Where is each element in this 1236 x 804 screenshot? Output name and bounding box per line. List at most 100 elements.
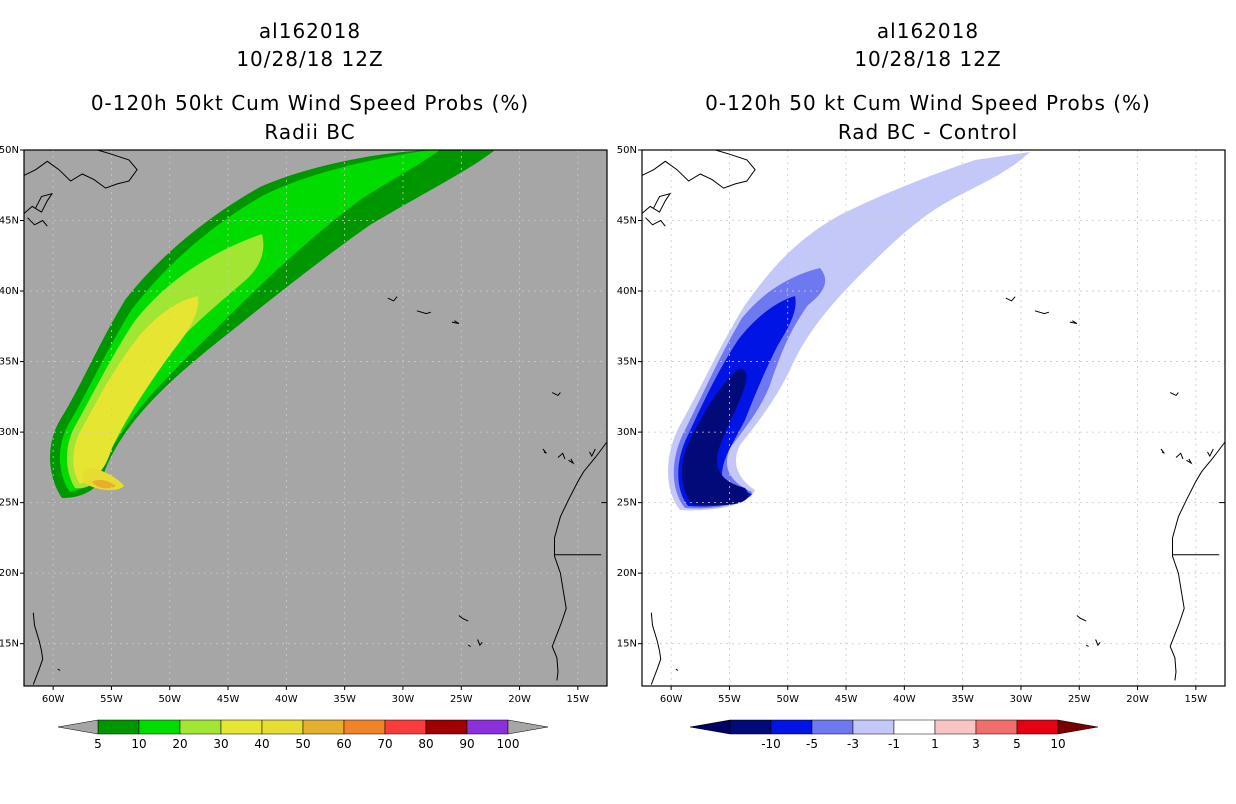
right-colorbar-label: -5: [806, 737, 818, 751]
right-xtick-label: 50W: [776, 694, 799, 705]
right-colorbar-segment: [852, 719, 895, 735]
right-coastline: [1169, 441, 1226, 681]
right-coastline: [1034, 310, 1050, 315]
left-colorbar-label: 70: [377, 737, 392, 751]
left-axis-ticks: 60W 55W 50W 45W 40W 35W 30W 25W 20W 15W 15N 20N 25N 3…: [0, 145, 589, 705]
left-xtick-label: 20W: [508, 694, 531, 705]
right-ytick-label: 50N: [617, 145, 637, 156]
right-xtick-label: 55W: [718, 694, 741, 705]
left-xtick-label: 35W: [333, 694, 356, 705]
right-coastline: [645, 217, 666, 227]
left-xtick-label: 15W: [567, 694, 590, 705]
left-xtick-label: 50W: [158, 694, 181, 705]
right-map-frame: [641, 149, 1226, 687]
left-xtick-label: 40W: [275, 694, 298, 705]
right-colorbar-arrow-right: [1057, 719, 1099, 735]
right-title-product: 0-120h 50 kt Cum Wind Speed Probs (%): [705, 91, 1151, 115]
left-colorbar-label: 80: [418, 737, 433, 751]
left-colorbar-label: 60: [336, 737, 351, 751]
left-panel: al162018 10/28/18 12Z 0-120h 50kt Cum Wi…: [0, 19, 608, 751]
right-colorbar-label: -3: [847, 737, 859, 751]
right-colorbar-segment: [770, 719, 813, 735]
left-coastline: [557, 452, 566, 460]
left-contour-30pct: [73, 296, 199, 484]
right-colorbar-segment: [893, 719, 936, 735]
left-coastline: [387, 296, 398, 302]
left-colorbar-arrow-right: [507, 719, 549, 735]
right-colorbar-segment: [934, 719, 977, 735]
left-coastline: [568, 458, 575, 465]
left-ytick-label: 30N: [0, 427, 19, 438]
left-colorbar-label: 90: [459, 737, 474, 751]
left-coastline: [32, 612, 44, 685]
right-coastline: [675, 668, 679, 671]
left-colorbar-segment: [220, 719, 263, 735]
left-colorbar-label: 5: [94, 737, 102, 751]
left-coastline: [451, 320, 460, 324]
left-coastline: [27, 217, 48, 227]
right-coastline: [1175, 452, 1184, 460]
right-coastline: [1169, 392, 1179, 397]
left-coastline: [551, 441, 608, 681]
left-colorbar-label: 40: [254, 737, 269, 751]
right-colorbar-segment: [975, 719, 1018, 735]
left-ytick-label: 25N: [0, 498, 19, 509]
right-coastline: [1005, 296, 1016, 302]
left-coastline: [551, 392, 561, 397]
right-colorbar-label: 1: [931, 737, 939, 751]
right-xtick-label: 60W: [660, 694, 683, 705]
left-coastline: [23, 192, 54, 214]
left-colorbar-segment: [302, 719, 345, 735]
right-colorbar-label: 5: [1013, 737, 1021, 751]
left-title-storm: al162018: [259, 19, 361, 43]
right-coastline: [1095, 639, 1101, 647]
left-title-date: 10/28/18 12Z: [236, 47, 383, 71]
right-ytick-label: 20N: [617, 568, 637, 579]
right-ytick-label: 45N: [617, 216, 637, 227]
left-xtick-label: 45W: [217, 694, 240, 705]
right-xtick-label: 35W: [951, 694, 974, 705]
left-colorbar-segment: [343, 719, 386, 735]
left-coastline: [467, 644, 471, 647]
right-colorbar-label: 10: [1050, 737, 1065, 751]
left-xtick-label: 30W: [392, 694, 415, 705]
left-coastline: [458, 615, 469, 622]
right-coastline: [1160, 448, 1165, 454]
left-coastline: [23, 149, 138, 189]
left-probability-field: [50, 150, 495, 498]
right-colorbar-arrow-left: [689, 719, 731, 735]
left-colorbar-label: 10: [131, 737, 146, 751]
left-xtick-label: 55W: [100, 694, 123, 705]
right-coastline: [650, 612, 662, 685]
left-coastline: [542, 448, 547, 454]
right-contour-minus10: [681, 368, 749, 505]
left-title-product: 0-120h 50kt Cum Wind Speed Probs (%): [91, 91, 529, 115]
right-colorbar-label: -10: [761, 737, 781, 751]
right-xtick-label: 30W: [1010, 694, 1033, 705]
left-colorbar-segment: [138, 719, 181, 735]
right-ytick-label: 15N: [617, 639, 637, 650]
right-coastline: [1207, 448, 1214, 458]
right-coastline: [1069, 320, 1078, 324]
left-xtick-label: 25W: [450, 694, 473, 705]
right-coastline: [1076, 615, 1087, 622]
left-colorbar-segment: [466, 719, 509, 735]
left-coastline: [477, 639, 483, 647]
left-colorbar-segment: [97, 719, 140, 735]
left-colorbar-segment: [261, 719, 304, 735]
right-title-storm: al162018: [877, 19, 979, 43]
left-colorbar-label: 30: [213, 737, 228, 751]
right-ytick-label: 30N: [617, 427, 637, 438]
right-title-date: 10/28/18 12Z: [854, 47, 1001, 71]
left-title-subtitle: Radii BC: [264, 120, 355, 144]
right-panel: al162018 10/28/18 12Z 0-120h 50 kt Cum W…: [617, 19, 1226, 751]
left-ytick-label: 45N: [0, 216, 19, 227]
right-coastlines: [641, 149, 1226, 685]
left-colorbar-segment: [179, 719, 222, 735]
right-difference-field: [668, 152, 1030, 511]
left-colorbar-arrow-left: [57, 719, 99, 735]
right-ytick-label: 25N: [617, 498, 637, 509]
left-coastlines: [23, 149, 608, 685]
right-coastline: [1085, 644, 1089, 647]
